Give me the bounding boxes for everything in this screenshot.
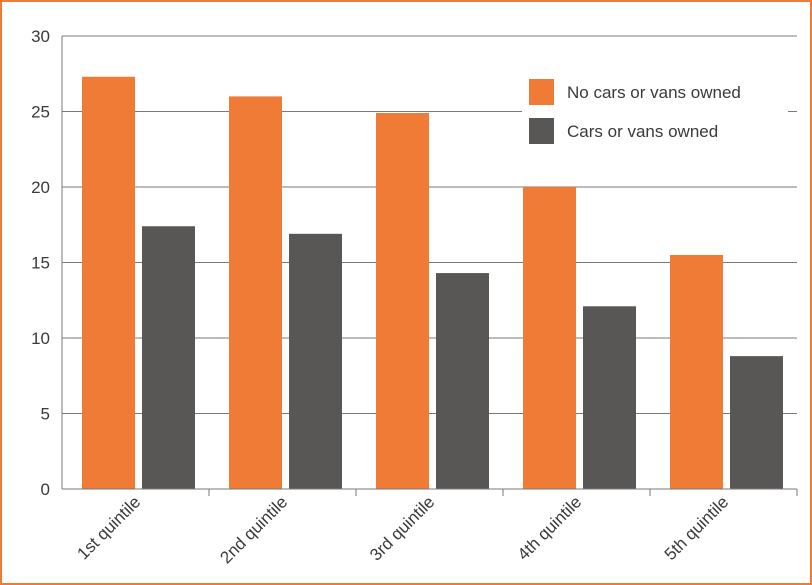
y-tick-label: 20 — [31, 178, 50, 197]
legend-label-no-cars: No cars or vans owned — [567, 83, 741, 102]
bar-cars-2 — [289, 233, 342, 489]
y-tick-label: 10 — [31, 329, 50, 348]
bar-no-cars-4 — [523, 187, 576, 489]
legend-swatch-no-cars — [529, 79, 554, 105]
y-tick-label: 25 — [31, 103, 50, 122]
y-tick-label: 15 — [31, 254, 50, 273]
legend: No cars or vans owned Cars or vans owned — [522, 72, 788, 152]
axes — [61, 36, 798, 496]
bar-no-cars-1 — [82, 76, 135, 490]
bar-no-cars-3 — [376, 113, 429, 489]
legend-swatch-cars — [529, 118, 554, 144]
y-tick-label: 30 — [31, 27, 50, 46]
legend-label-cars: Cars or vans owned — [567, 122, 718, 141]
bar-cars-3 — [436, 273, 489, 489]
legend-background — [522, 72, 788, 152]
bars — [82, 76, 783, 490]
y-tick-label: 0 — [41, 480, 50, 499]
x-tick-label: 1st quintile — [73, 492, 144, 563]
y-tick-label: 5 — [41, 405, 50, 424]
bar-no-cars-5 — [670, 254, 723, 489]
y-axis-ticks: 0 5 10 15 20 25 30 — [31, 27, 50, 499]
bar-cars-4 — [583, 306, 636, 489]
bar-cars-5 — [730, 356, 783, 489]
x-tick-label: 5th quintile — [661, 492, 733, 564]
x-tick-label: 4th quintile — [514, 492, 586, 564]
bar-cars-1 — [142, 226, 195, 489]
x-tick-label: 2nd quintile — [216, 492, 291, 567]
x-axis-ticks: 1st quintile 2nd quintile 3rd quintile 4th … — [73, 492, 732, 567]
bar-no-cars-2 — [229, 96, 282, 490]
x-tick-label: 3rd quintile — [366, 492, 438, 564]
